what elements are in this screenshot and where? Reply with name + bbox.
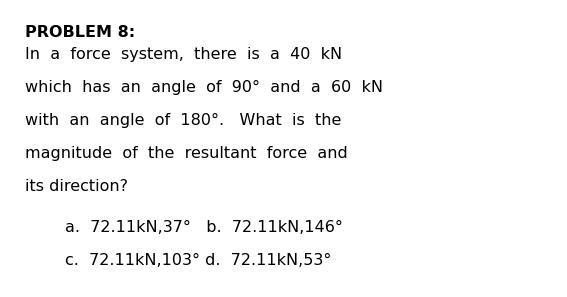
Text: its direction?: its direction? [25,179,128,194]
Text: magnitude  of  the  resultant  force  and: magnitude of the resultant force and [25,146,348,161]
Text: c.  72.11kN,103° d.  72.11kN,53°: c. 72.11kN,103° d. 72.11kN,53° [65,253,331,268]
Text: a.  72.11kN,37°   b.  72.11kN,146°: a. 72.11kN,37° b. 72.11kN,146° [65,220,343,235]
Text: with  an  angle  of  180°.   What  is  the: with an angle of 180°. What is the [25,113,341,128]
Text: PROBLEM 8:: PROBLEM 8: [25,25,135,40]
Text: In  a  force  system,  there  is  a  40  kN: In a force system, there is a 40 kN [25,47,342,62]
Text: which  has  an  angle  of  90°  and  a  60  kN: which has an angle of 90° and a 60 kN [25,80,383,95]
